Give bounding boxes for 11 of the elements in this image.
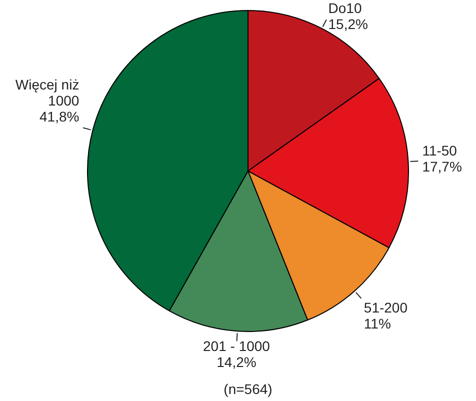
data-label: 14,2% [216,354,256,370]
data-label: 17,7% [422,158,462,175]
text: (n=564) [224,381,272,397]
slice-label: 201 - 1000 [203,338,270,354]
data-label: 41,8% [39,108,80,125]
slice-label: Do10 [328,0,362,16]
slice-label: 11-50 [422,142,458,159]
data-label: 15,2% [328,16,368,32]
slice-label: Więcej niż 1000 [15,76,80,109]
slice-label: 51-200 [364,299,408,316]
data-label: 11% [364,315,391,332]
